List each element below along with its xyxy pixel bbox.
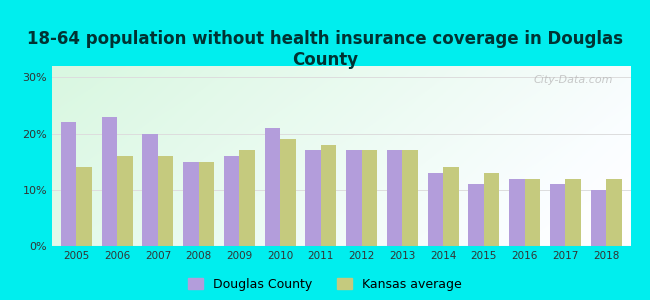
Bar	[443, 167, 459, 246]
Bar	[183, 162, 199, 246]
Text: City-Data.com: City-Data.com	[534, 75, 613, 85]
Bar	[509, 178, 525, 246]
Bar	[265, 128, 280, 246]
Text: 18-64 population without health insurance coverage in Douglas
County: 18-64 population without health insuranc…	[27, 30, 623, 69]
Bar	[402, 150, 418, 246]
Bar	[591, 190, 606, 246]
Bar	[469, 184, 484, 246]
Bar	[525, 178, 540, 246]
Bar	[199, 162, 214, 246]
Legend: Douglas County, Kansas average: Douglas County, Kansas average	[188, 278, 462, 291]
Bar	[101, 117, 117, 246]
Bar	[428, 173, 443, 246]
Bar	[346, 150, 361, 246]
Bar	[566, 178, 581, 246]
Bar	[387, 150, 402, 246]
Bar	[550, 184, 566, 246]
Bar	[61, 122, 77, 246]
Bar	[280, 139, 296, 246]
Bar	[321, 145, 336, 246]
Bar	[361, 150, 377, 246]
Bar	[224, 156, 239, 246]
Bar	[142, 134, 158, 246]
Bar	[117, 156, 133, 246]
Bar	[158, 156, 174, 246]
Bar	[484, 173, 499, 246]
Bar	[239, 150, 255, 246]
Bar	[306, 150, 321, 246]
Bar	[606, 178, 621, 246]
Bar	[77, 167, 92, 246]
